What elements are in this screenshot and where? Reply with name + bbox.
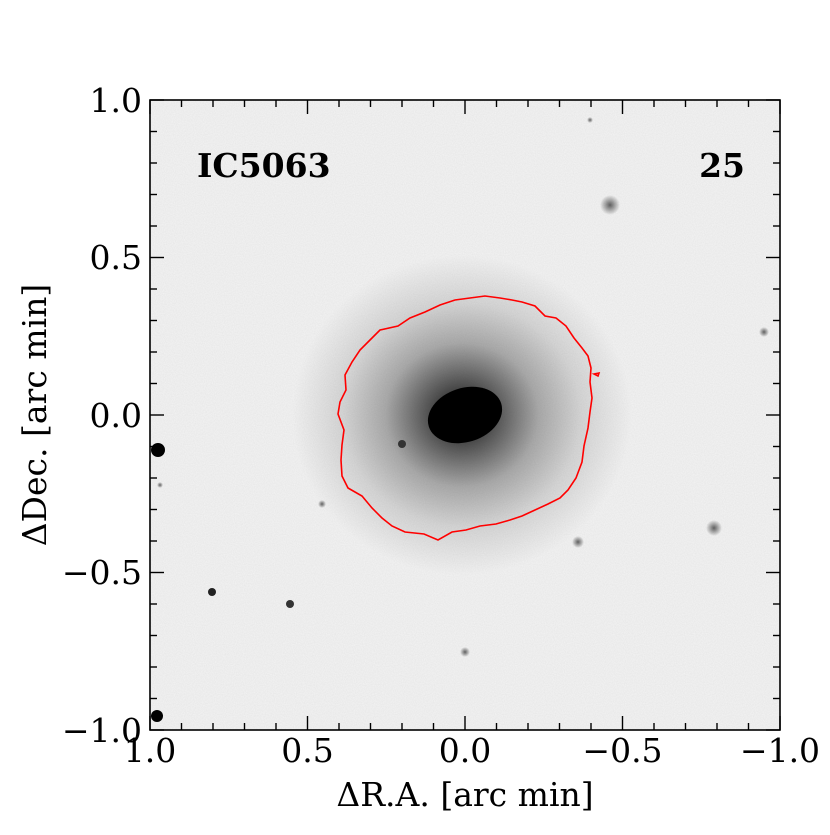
field-star: [398, 440, 406, 448]
axis-ticks: [149, 99, 781, 731]
field-star: [706, 520, 722, 536]
field-star: [587, 117, 593, 123]
y-tick-label: −1.0: [62, 711, 142, 750]
y-tick-label: 0.5: [90, 238, 142, 277]
field-star: [600, 195, 620, 215]
x-tick-label: 0.0: [439, 731, 491, 770]
x-axis-label: ΔR.A. [arc min]: [336, 775, 593, 814]
y-tick-label: −0.5: [62, 553, 142, 592]
y-tick-label: 1.0: [90, 81, 142, 120]
sky-image: [150, 100, 780, 730]
y-tick-label: 0.0: [90, 396, 142, 435]
field-star: [286, 600, 294, 608]
field-star: [318, 500, 326, 508]
field-star: [572, 536, 584, 548]
y-axis-label: ΔDec. [arc min]: [15, 284, 54, 547]
x-tick-label: −0.5: [582, 731, 662, 770]
field-star: [157, 482, 163, 488]
field-star: [151, 443, 165, 457]
x-tick-label: 0.5: [281, 731, 333, 770]
field-star: [151, 710, 163, 722]
field-star: [460, 647, 470, 657]
x-tick-label: 1.0: [124, 731, 176, 770]
x-tick-label: −1.0: [740, 731, 820, 770]
field-star: [208, 588, 216, 596]
object-label: IC5063: [197, 146, 331, 185]
isophote-contour-fragment: [591, 371, 601, 378]
isophote-contour: [337, 295, 593, 541]
field-star: [759, 327, 769, 337]
panel-number: 25: [699, 146, 745, 185]
galaxy-core: [427, 386, 503, 444]
